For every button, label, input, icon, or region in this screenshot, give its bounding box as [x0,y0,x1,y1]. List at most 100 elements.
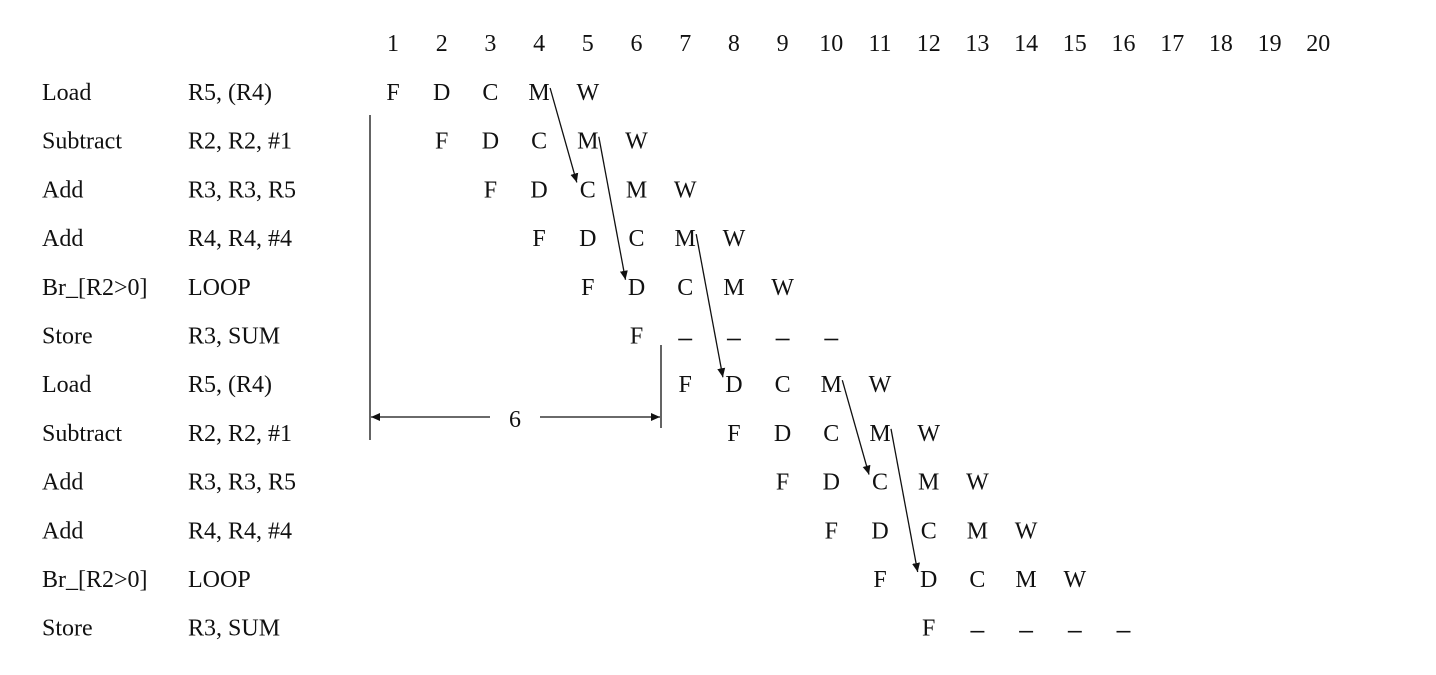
stage-c: C [580,177,596,203]
instruction-opcode: Load [42,372,91,398]
stage-m: M [723,275,744,301]
stage-w: W [966,470,989,496]
cycle-number: 16 [1112,31,1136,57]
stage-w: W [674,177,697,203]
cycle-number: 15 [1063,31,1087,57]
cycle-number: 12 [917,31,941,57]
stage-c: C [823,421,839,447]
cycle-number: 5 [582,31,594,57]
stage-m: M [626,177,647,203]
stage-d: D [433,80,450,106]
interval-label: 6 [509,407,521,433]
stage-f: F [435,129,448,155]
stage-w: W [723,226,746,252]
stage-f: F [825,518,838,544]
stage-w: W [1063,567,1086,593]
cycle-number: 17 [1160,31,1184,57]
stage-w: W [1015,518,1038,544]
instruction-opcode: Add [42,518,83,544]
instruction-opcode: Br_[R2>0] [42,275,148,301]
instruction-opcode: Subtract [42,421,122,447]
instruction-opcode: Br_[R2>0] [42,567,148,593]
stage-f: F [386,80,399,106]
stage-f: F [581,275,594,301]
stage-c: C [482,80,498,106]
pipeline-stages: F D C M WF D C M WF D C M WF D C M WF D C M WFF D C M WF D C M WF D C M… [386,80,1131,642]
instruction-opcode: Subtract [42,129,122,155]
stage-d: D [530,177,547,203]
stage-m: M [869,421,890,447]
stage-f: F [679,372,692,398]
forwarding-arrow [841,380,871,475]
stage-d: D [920,567,937,593]
cycle-header: 1 2 3 4 5 6 7 8 9 10 11 12 13 14 15 16 17 18 19 20 [387,31,1330,57]
stage-c: C [628,226,644,252]
cycle-number: 8 [728,31,740,57]
instruction-operands: R5, (R4) [188,372,272,398]
stage-d: D [482,129,499,155]
instruction-opcode: Add [42,226,83,252]
stage-m: M [675,226,696,252]
instruction-operands: R3, SUM [188,324,280,350]
stage-c: C [775,372,791,398]
cycle-number: 9 [777,31,789,57]
instruction-operands: R3, SUM [188,616,280,642]
cycle-number: 4 [533,31,545,57]
stage-c: C [531,129,547,155]
stage-d: D [823,470,840,496]
stage-m: M [918,470,939,496]
instruction-operands: LOOP [188,567,251,593]
stage-f: F [922,616,935,642]
stage-c: C [921,518,937,544]
stage-w: W [625,129,648,155]
stage-f: F [727,421,740,447]
forwarding-arrow [695,233,726,378]
instruction-opcode: Add [42,470,83,496]
stage-w: W [771,275,794,301]
forwarding-arrow [598,136,628,280]
stage-f: F [776,470,789,496]
instruction-operands: R3, R3, R5 [188,470,296,496]
stage-d: D [579,226,596,252]
stage-f: F [630,324,643,350]
stage-d: D [774,421,791,447]
cycle-number: 13 [965,31,989,57]
forwarding-arrows [549,87,920,573]
stage-f: F [873,567,886,593]
cycle-number: 11 [868,31,891,57]
cycle-number: 19 [1258,31,1282,57]
instruction-opcode: Load [42,80,91,106]
instruction-operands: R3, R3, R5 [188,177,296,203]
instruction-opcode: Store [42,324,93,350]
instruction-operands: R2, R2, #1 [188,129,292,155]
cycle-number: 3 [484,31,496,57]
stage-m: M [967,518,988,544]
stage-f: F [484,177,497,203]
stage-w: W [917,421,940,447]
stage-m: M [577,129,598,155]
stage-f: F [532,226,545,252]
stage-m: M [528,80,549,106]
stage-w: W [869,372,892,398]
forwarding-arrow [549,87,579,183]
cycle-number: 2 [436,31,448,57]
stage-w: W [576,80,599,106]
instruction-opcode: Add [42,177,83,203]
cycle-number: 20 [1306,31,1330,57]
stage-c: C [677,275,693,301]
instruction-labels: Load R5, (R4) Subtract R2, R2, #1 Add R3, R3,… [42,80,296,642]
cycle-number: 1 [387,31,399,57]
cycle-number: 14 [1014,31,1038,57]
stage-d: D [725,372,742,398]
instruction-operands: R2, R2, #1 [188,421,292,447]
loop-interval: 6 [369,115,662,440]
stage-c: C [969,567,985,593]
cycle-number: 7 [679,31,691,57]
cycle-number: 6 [631,31,643,57]
cycle-number: 18 [1209,31,1233,57]
stage-m: M [1015,567,1036,593]
stage-d: D [871,518,888,544]
instruction-operands: R4, R4, #4 [188,518,292,544]
stage-m: M [821,372,842,398]
